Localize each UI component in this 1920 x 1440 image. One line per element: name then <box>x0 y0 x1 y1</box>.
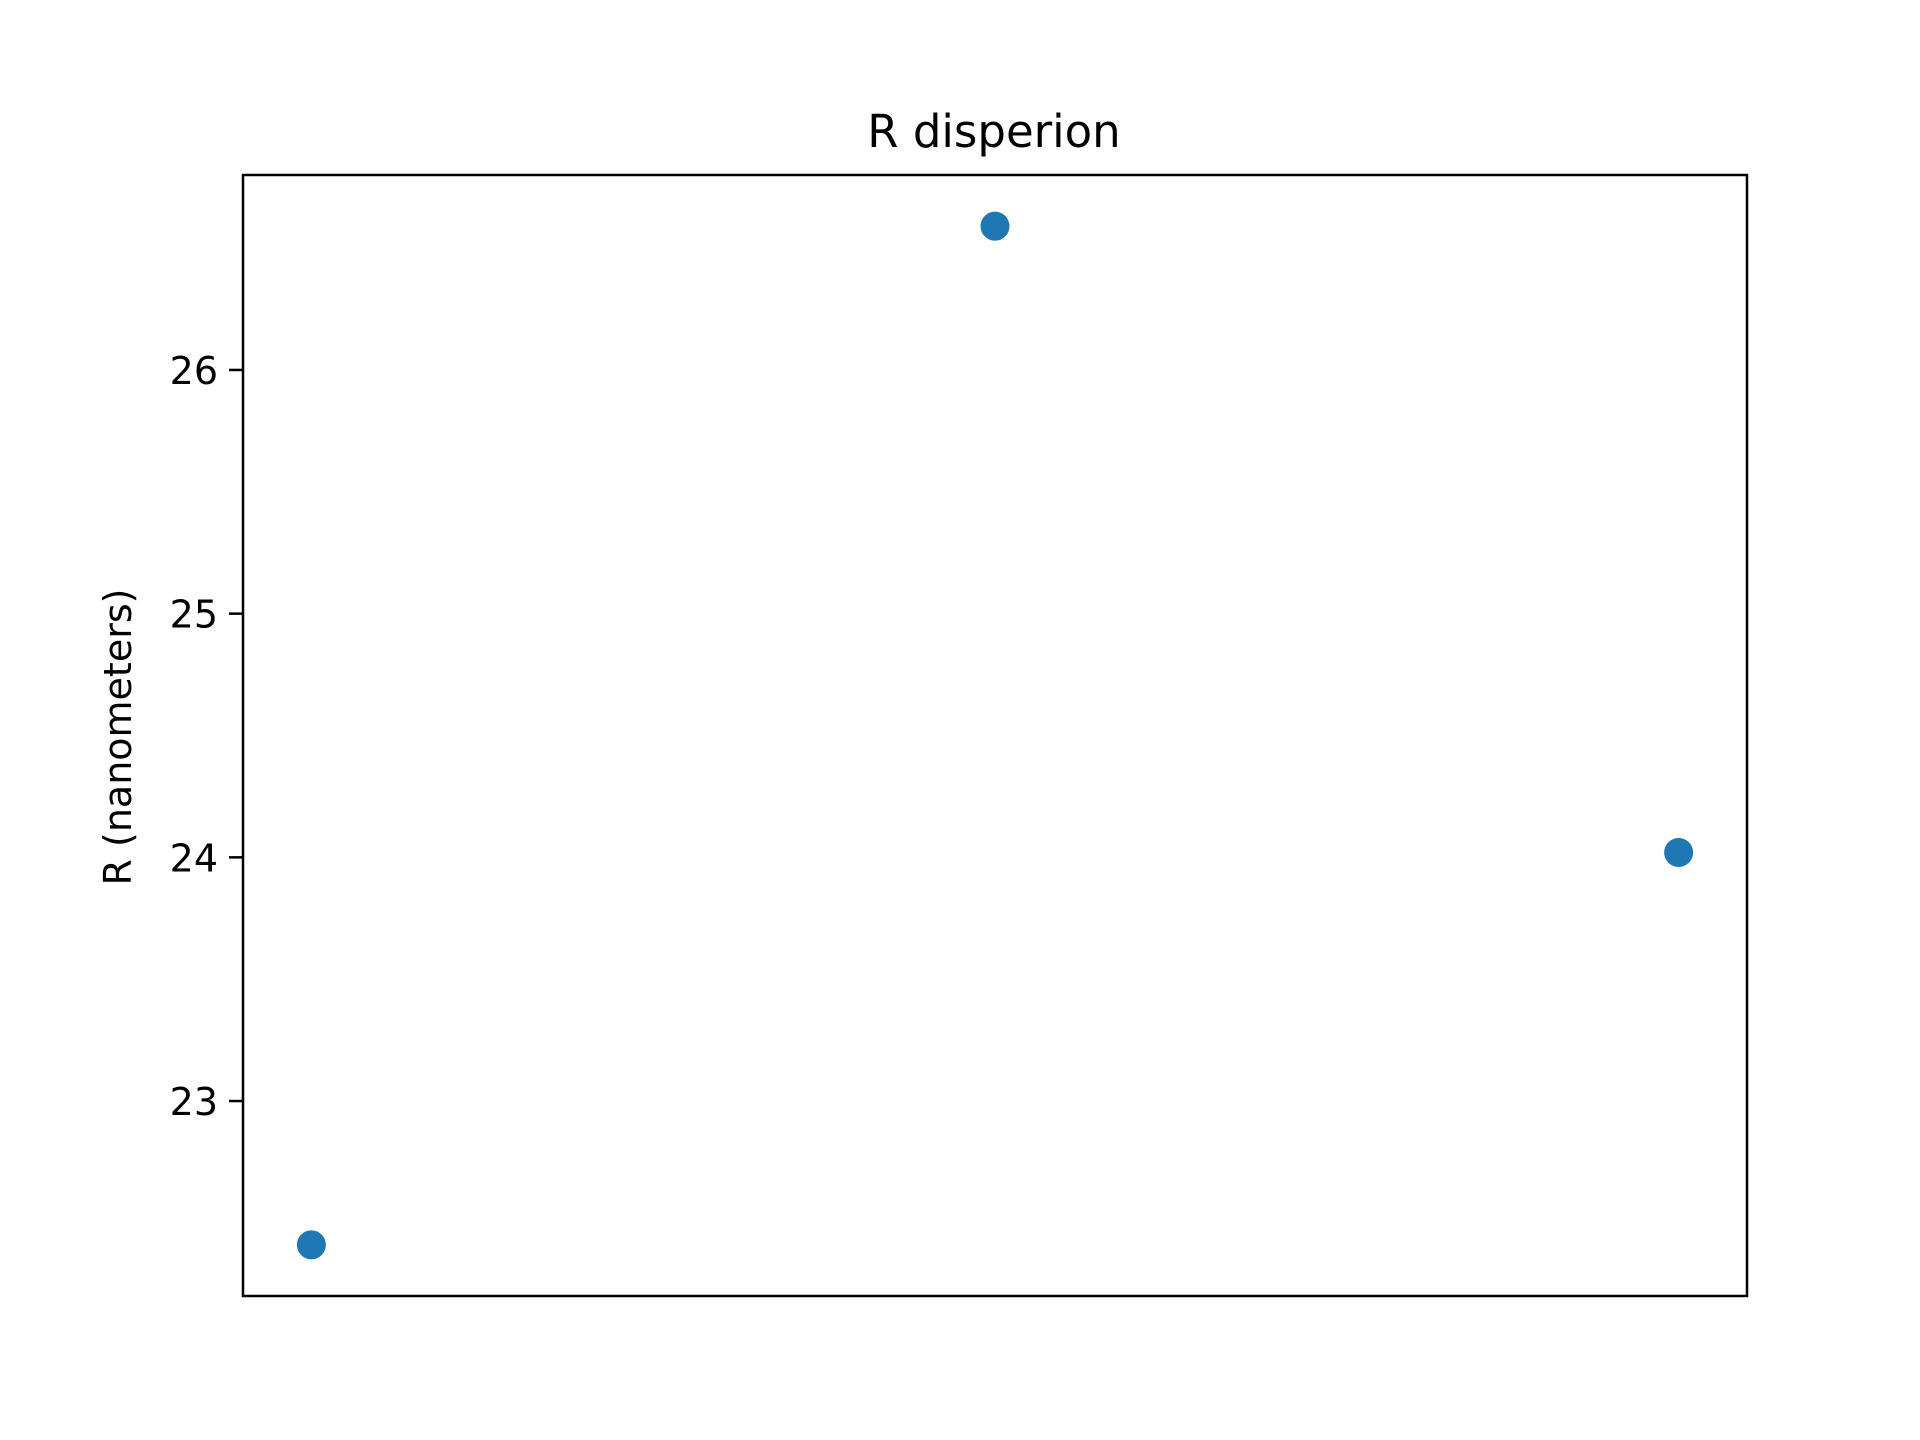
y-tick-label: 23 <box>170 1080 218 1124</box>
data-point <box>296 1230 326 1260</box>
y-axis-ticks: 23 24 25 26 <box>170 349 243 1124</box>
plot-area-frame <box>241 173 1749 1298</box>
y-axis-label: R (nanometers) <box>96 589 140 886</box>
y-tick-label: 24 <box>170 836 218 880</box>
y-tick-label: 25 <box>170 593 218 637</box>
y-tick-label: 26 <box>170 349 218 393</box>
data-point <box>980 211 1010 241</box>
data-points <box>296 211 1694 1260</box>
data-point <box>1664 837 1694 867</box>
chart-title: R disperion <box>867 105 1120 158</box>
